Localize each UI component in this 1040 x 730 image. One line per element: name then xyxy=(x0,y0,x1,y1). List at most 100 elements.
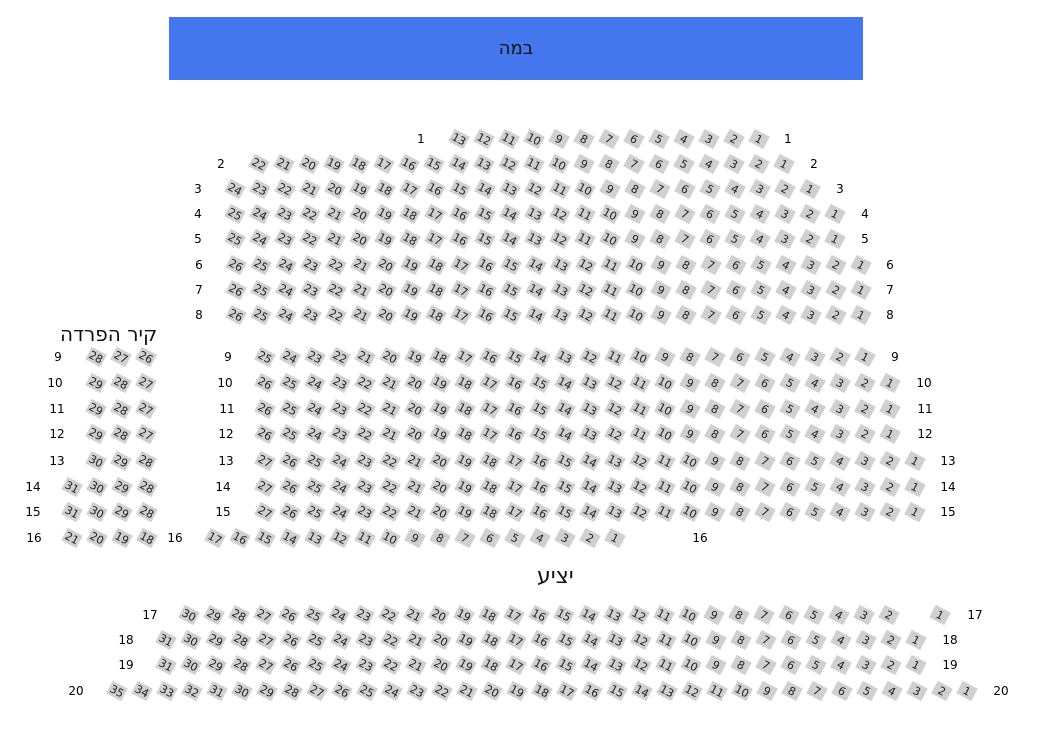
seat[interactable]: 15 xyxy=(500,304,522,326)
seat[interactable]: 18 xyxy=(399,228,421,250)
seat[interactable]: 6 xyxy=(699,228,721,250)
seat[interactable]: 12 xyxy=(629,476,651,498)
seat[interactable]: 12 xyxy=(604,398,626,420)
seat[interactable]: 25 xyxy=(250,304,272,326)
seat[interactable]: 15 xyxy=(423,153,445,175)
seat[interactable]: 28 xyxy=(228,604,250,626)
seat[interactable]: 15 xyxy=(529,372,551,394)
seat[interactable]: 8 xyxy=(728,604,750,626)
seat[interactable]: 17 xyxy=(204,527,226,549)
seat[interactable]: 15 xyxy=(449,178,471,200)
seat[interactable]: 10 xyxy=(625,304,647,326)
seat[interactable]: 22 xyxy=(299,228,321,250)
seat[interactable]: 5 xyxy=(673,153,695,175)
seat[interactable]: 11 xyxy=(653,604,675,626)
seat[interactable]: 31 xyxy=(155,654,177,676)
seat[interactable]: 26 xyxy=(225,279,247,301)
seat[interactable]: 22 xyxy=(380,654,402,676)
seat[interactable]: 10 xyxy=(679,476,701,498)
seat[interactable]: 15 xyxy=(555,629,577,651)
seat[interactable]: 13 xyxy=(579,372,601,394)
seat[interactable]: 15 xyxy=(555,654,577,676)
seat[interactable]: 11 xyxy=(600,254,622,276)
seat[interactable]: 5 xyxy=(803,604,825,626)
seat[interactable]: 9 xyxy=(650,279,672,301)
seat[interactable]: 19 xyxy=(453,604,475,626)
seat[interactable]: 3 xyxy=(800,254,822,276)
seat[interactable]: 31 xyxy=(155,629,177,651)
seat[interactable]: 2 xyxy=(879,476,901,498)
seat[interactable]: 2 xyxy=(829,346,851,368)
seat[interactable]: 23 xyxy=(354,450,376,472)
seat[interactable]: 7 xyxy=(700,304,722,326)
seat[interactable]: 4 xyxy=(804,398,826,420)
seat[interactable]: 29 xyxy=(205,654,227,676)
seat[interactable]: 21 xyxy=(379,398,401,420)
seat[interactable]: 16 xyxy=(398,153,420,175)
seat[interactable]: 31 xyxy=(61,476,83,498)
seat[interactable]: 2 xyxy=(931,680,953,702)
seat[interactable]: 17 xyxy=(454,346,476,368)
seat[interactable]: 12 xyxy=(579,346,601,368)
seat[interactable]: 20 xyxy=(430,629,452,651)
seat[interactable]: 1 xyxy=(773,153,795,175)
seat[interactable]: 10 xyxy=(629,346,651,368)
seat[interactable]: 13 xyxy=(550,254,572,276)
seat[interactable]: 5 xyxy=(504,527,526,549)
seat[interactable]: 22 xyxy=(325,304,347,326)
seat[interactable]: 27 xyxy=(135,372,157,394)
seat[interactable]: 21 xyxy=(404,476,426,498)
seat[interactable]: 15 xyxy=(553,604,575,626)
seat[interactable]: 5 xyxy=(750,304,772,326)
seat[interactable]: 20 xyxy=(349,228,371,250)
seat[interactable]: 22 xyxy=(431,680,453,702)
seat[interactable]: 7 xyxy=(598,128,620,150)
seat[interactable]: 8 xyxy=(649,228,671,250)
seat[interactable]: 10 xyxy=(523,128,545,150)
seat[interactable]: 13 xyxy=(605,629,627,651)
seat[interactable]: 4 xyxy=(881,680,903,702)
seat[interactable]: 26 xyxy=(280,654,302,676)
seat[interactable]: 1 xyxy=(929,604,951,626)
seat[interactable]: 12 xyxy=(549,203,571,225)
seat[interactable]: 13 xyxy=(473,153,495,175)
seat[interactable]: 1 xyxy=(956,680,978,702)
seat[interactable]: 29 xyxy=(111,476,133,498)
seat[interactable]: 10 xyxy=(625,279,647,301)
seat[interactable]: 9 xyxy=(650,304,672,326)
seat[interactable]: 29 xyxy=(85,372,107,394)
seat[interactable]: 3 xyxy=(800,279,822,301)
seat[interactable]: 11 xyxy=(654,501,676,523)
seat[interactable]: 21 xyxy=(324,228,346,250)
seat[interactable]: 17 xyxy=(504,501,526,523)
seat[interactable]: 5 xyxy=(754,346,776,368)
seat[interactable]: 6 xyxy=(780,629,802,651)
seat[interactable]: 22 xyxy=(274,178,296,200)
seat[interactable]: 24 xyxy=(304,372,326,394)
seat[interactable]: 14 xyxy=(631,680,653,702)
seat[interactable]: 7 xyxy=(754,476,776,498)
seat[interactable]: 10 xyxy=(574,178,596,200)
seat[interactable]: 16 xyxy=(581,680,603,702)
seat[interactable]: 12 xyxy=(575,304,597,326)
seat[interactable]: 16 xyxy=(229,527,251,549)
seat[interactable]: 22 xyxy=(354,398,376,420)
seat[interactable]: 8 xyxy=(730,654,752,676)
seat[interactable]: 11 xyxy=(604,346,626,368)
seat[interactable]: 19 xyxy=(374,228,396,250)
seat[interactable]: 29 xyxy=(205,629,227,651)
seat[interactable]: 24 xyxy=(329,476,351,498)
seat[interactable]: 19 xyxy=(400,254,422,276)
seat[interactable]: 26 xyxy=(225,254,247,276)
seat[interactable]: 23 xyxy=(355,654,377,676)
seat[interactable]: 31 xyxy=(61,501,83,523)
seat[interactable]: 4 xyxy=(779,346,801,368)
seat[interactable]: 30 xyxy=(231,680,253,702)
seat[interactable]: 17 xyxy=(479,398,501,420)
seat[interactable]: 29 xyxy=(203,604,225,626)
seat[interactable]: 1 xyxy=(850,254,872,276)
seat[interactable]: 23 xyxy=(274,203,296,225)
seat[interactable]: 4 xyxy=(804,372,826,394)
seat[interactable]: 12 xyxy=(473,128,495,150)
seat[interactable]: 17 xyxy=(399,178,421,200)
